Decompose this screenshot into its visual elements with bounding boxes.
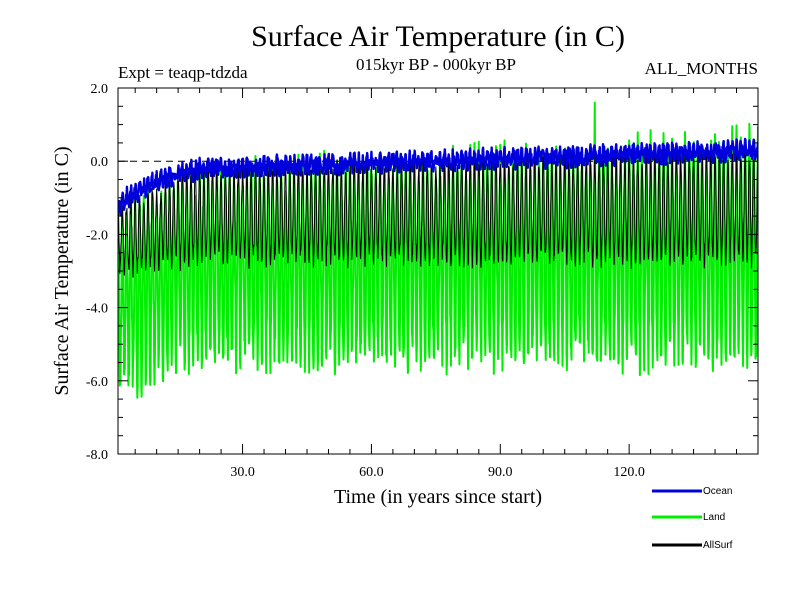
legend-label-ocean: Ocean (703, 486, 732, 497)
y-tick-label: -6.0 (86, 375, 108, 390)
x-tick-label: 90.0 (488, 465, 513, 480)
x-axis-label: Time (in years since start) (334, 486, 542, 508)
x-tick-label: 120.0 (613, 465, 645, 480)
y-tick-label: -2.0 (86, 228, 108, 243)
legend-item-allsurf: AllSurf (652, 540, 733, 551)
period-label: 015kyr BP - 000kyr BP (356, 55, 516, 74)
y-tick-label: -4.0 (86, 302, 108, 317)
x-tick-label: 60.0 (359, 465, 384, 480)
axis-ticks (118, 87, 759, 455)
x-tick-labels: 30.0 60.0 90.0 120.0 (230, 465, 645, 480)
legend-label-land: Land (703, 512, 725, 523)
y-axis-label: Surface Air Temperature (in C) (51, 146, 73, 395)
legend-item-ocean: Ocean (652, 486, 732, 497)
months-label: ALL_MONTHS (645, 59, 758, 78)
chart-title: Surface Air Temperature (in C) (251, 20, 625, 53)
y-tick-label: -8.0 (86, 448, 108, 463)
x-tick-label: 30.0 (230, 465, 255, 480)
legend-label-allsurf: AllSurf (703, 540, 733, 551)
series-line-ocean (118, 137, 758, 217)
legend: Ocean Land AllSurf (652, 486, 733, 551)
series-line-allsurf (118, 145, 758, 278)
y-tick-label: 2.0 (91, 82, 109, 97)
y-tick-labels: -8.0 -6.0 -4.0 -2.0 0.0 2.0 (86, 82, 108, 463)
legend-item-land: Land (652, 512, 725, 523)
y-tick-label: 0.0 (91, 155, 109, 170)
plot-area (118, 101, 758, 399)
experiment-label: Expt = teaqp-tdzda (118, 63, 248, 82)
